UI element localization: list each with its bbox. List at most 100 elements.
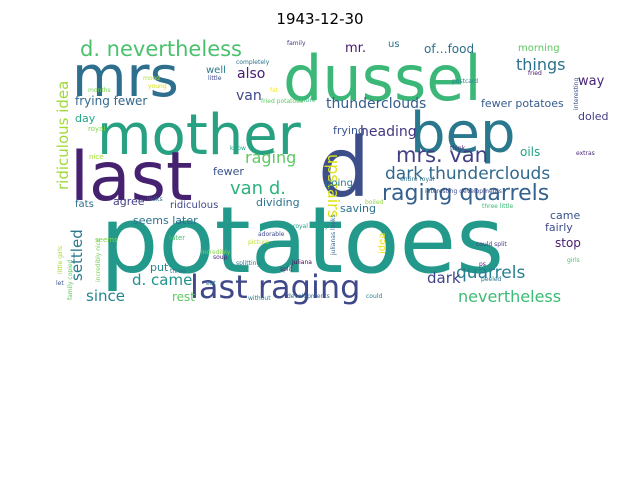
cloud-word: well	[206, 65, 226, 76]
cloud-word: dark	[427, 269, 461, 287]
cloud-word: mrs. van	[396, 143, 488, 167]
cloud-word: ridiculous	[170, 200, 218, 211]
cloud-word: fairly	[545, 221, 573, 234]
cloud-word: raging quarrels	[382, 181, 549, 206]
cloud-word: ps	[479, 261, 486, 268]
cloud-word: ridiculous idea	[54, 81, 72, 190]
cloud-word: heading	[360, 124, 417, 140]
cloud-word: without	[248, 295, 271, 302]
cloud-word: royal	[88, 125, 105, 133]
cloud-word: mrs	[72, 45, 179, 110]
cloud-word: young	[148, 83, 167, 90]
cloud-word: way	[578, 74, 605, 89]
figure-title: 1943-12-30	[276, 10, 364, 28]
cloud-word: think	[450, 145, 466, 152]
cloud-word: fewer	[213, 165, 244, 178]
cloud-word: raging	[245, 148, 296, 167]
cloud-word: months	[88, 87, 111, 94]
cloud-word: thunderclouds	[326, 96, 426, 112]
cloud-word: fried	[528, 70, 542, 77]
cloud-word: girls	[567, 257, 580, 264]
cloud-word: family copied	[67, 259, 74, 300]
cloud-word: since	[86, 287, 125, 305]
cloud-word: boiled	[365, 199, 384, 206]
cloud-word: dividing	[256, 196, 300, 209]
cloud-word: juliana	[291, 259, 312, 266]
cloud-word: of…food	[424, 42, 474, 56]
cloud-word: let	[56, 280, 64, 287]
cloud-word: morning	[518, 43, 560, 54]
cloud-word: rest	[172, 290, 195, 304]
cloud-word: d	[318, 121, 370, 216]
cloud-word: peeled	[481, 276, 502, 283]
cloud-word: last raging	[190, 268, 360, 306]
cloud-word: postcard	[452, 78, 478, 85]
cloud-word: three little	[482, 203, 513, 210]
cloud-word: saving	[340, 202, 376, 215]
cloud-word: agree	[113, 195, 145, 208]
cloud-word: little	[208, 75, 222, 82]
cloud-word: fried potatoes	[261, 98, 303, 105]
cloud-word: d. nevertheless	[80, 37, 242, 61]
cloud-word: stop	[555, 236, 581, 250]
cloud-word: put	[150, 261, 169, 274]
cloud-word: fats	[75, 199, 94, 210]
cloud-word: entire	[298, 97, 316, 104]
cloud-word: three	[170, 268, 186, 275]
cloud-word: nevertheless	[458, 287, 561, 306]
cloud-word: incredibly	[201, 249, 231, 256]
cloud-word: incredibly nice	[95, 238, 102, 282]
cloud-word: split	[280, 266, 293, 273]
cloud-word: interesting	[573, 78, 580, 110]
cloud-word: van d.	[230, 178, 286, 199]
cloud-word: little girls	[57, 246, 64, 274]
cloud-word: dark thunderclouds	[385, 164, 550, 184]
cloud-word: day	[75, 112, 96, 125]
cloud-word: bep	[410, 101, 516, 166]
cloud-word: looks	[147, 196, 163, 203]
cloud-word: adorable	[258, 231, 285, 238]
cloud-word: last	[70, 138, 193, 217]
cloud-word: dussel	[283, 42, 482, 115]
cloud-word: potatoes	[100, 187, 504, 294]
cloud-word: things	[516, 55, 566, 74]
cloud-word: d. came	[132, 271, 192, 289]
cloud-word: mother	[97, 103, 302, 168]
cloud-word: us	[388, 39, 400, 50]
cloud-word: settled	[68, 229, 86, 281]
cloud-word: came	[550, 209, 581, 222]
cloud-word: van	[236, 88, 262, 104]
cloud-word: oils	[520, 145, 540, 159]
cloud-word: entire royal	[400, 176, 435, 183]
cloud-word: seems later	[133, 214, 198, 227]
cloud-word: later	[169, 234, 185, 242]
cloud-word: seems	[95, 236, 118, 244]
cloud-word: soup	[213, 254, 228, 261]
cloud-word: developments	[287, 293, 330, 300]
cloud-word: could	[366, 293, 382, 300]
cloud-word: frying fewer	[75, 94, 147, 108]
cloud-word: also	[237, 66, 265, 82]
cloud-word: could split	[476, 241, 507, 248]
cloud-word: julianas looks	[330, 214, 337, 256]
cloud-word: family	[287, 40, 306, 47]
cloud-word: interesting developments	[425, 188, 502, 195]
cloud-word: picture	[248, 239, 269, 246]
cloud-word: doled	[578, 110, 609, 123]
cloud-word: completely	[236, 59, 270, 66]
cloud-word: idea	[377, 233, 388, 254]
cloud-word: going	[325, 178, 353, 189]
cloud-word: know	[230, 145, 246, 152]
cloud-word: extras	[576, 150, 595, 157]
cloud-word: fat	[270, 87, 279, 94]
cloud-word: frying	[333, 124, 365, 137]
cloud-word: splitting	[236, 260, 260, 267]
cloud-word: upstairs	[324, 154, 343, 218]
cloud-word: eat	[206, 280, 216, 287]
cloud-word: fewer potatoes	[481, 97, 564, 110]
cloud-word: mr.	[345, 41, 366, 56]
cloud-word: nice	[89, 153, 104, 161]
cloud-word: mood	[143, 75, 160, 82]
cloud-word: quarrels	[456, 263, 525, 283]
